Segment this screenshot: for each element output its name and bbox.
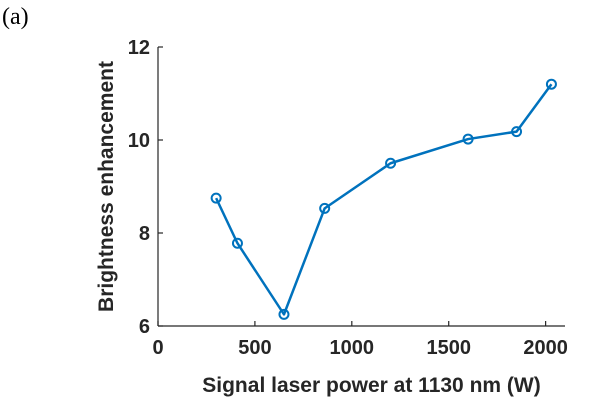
y-tick-label: 6 bbox=[139, 316, 150, 338]
data-point bbox=[231, 237, 243, 249]
y-tick-label: 12 bbox=[128, 37, 150, 59]
tick-labels: 0 500 1000 1500 2000 6 8 10 12 bbox=[128, 37, 568, 359]
data-point bbox=[545, 78, 557, 90]
data-point bbox=[511, 126, 523, 138]
x-tick-label: 1000 bbox=[330, 337, 375, 359]
x-tick-label: 0 bbox=[152, 337, 163, 359]
data-point bbox=[278, 308, 290, 320]
data-point bbox=[462, 133, 474, 145]
y-axis-label: Brightness enhancement bbox=[95, 61, 118, 312]
y-tick-label: 8 bbox=[139, 223, 150, 245]
data-point bbox=[210, 192, 222, 204]
x-axis-label: Signal laser power at 1130 nm (W) bbox=[202, 374, 540, 397]
series-line bbox=[215, 83, 553, 316]
data-point bbox=[385, 157, 397, 169]
axes bbox=[157, 46, 565, 327]
x-tick-label: 2000 bbox=[523, 337, 568, 359]
x-tick-label: 500 bbox=[238, 337, 271, 359]
panel-label: (a) bbox=[2, 4, 29, 30]
x-tick-label: 1500 bbox=[426, 337, 471, 359]
data-point bbox=[319, 202, 331, 214]
y-tick-label: 10 bbox=[128, 130, 150, 152]
data-series bbox=[210, 78, 557, 320]
